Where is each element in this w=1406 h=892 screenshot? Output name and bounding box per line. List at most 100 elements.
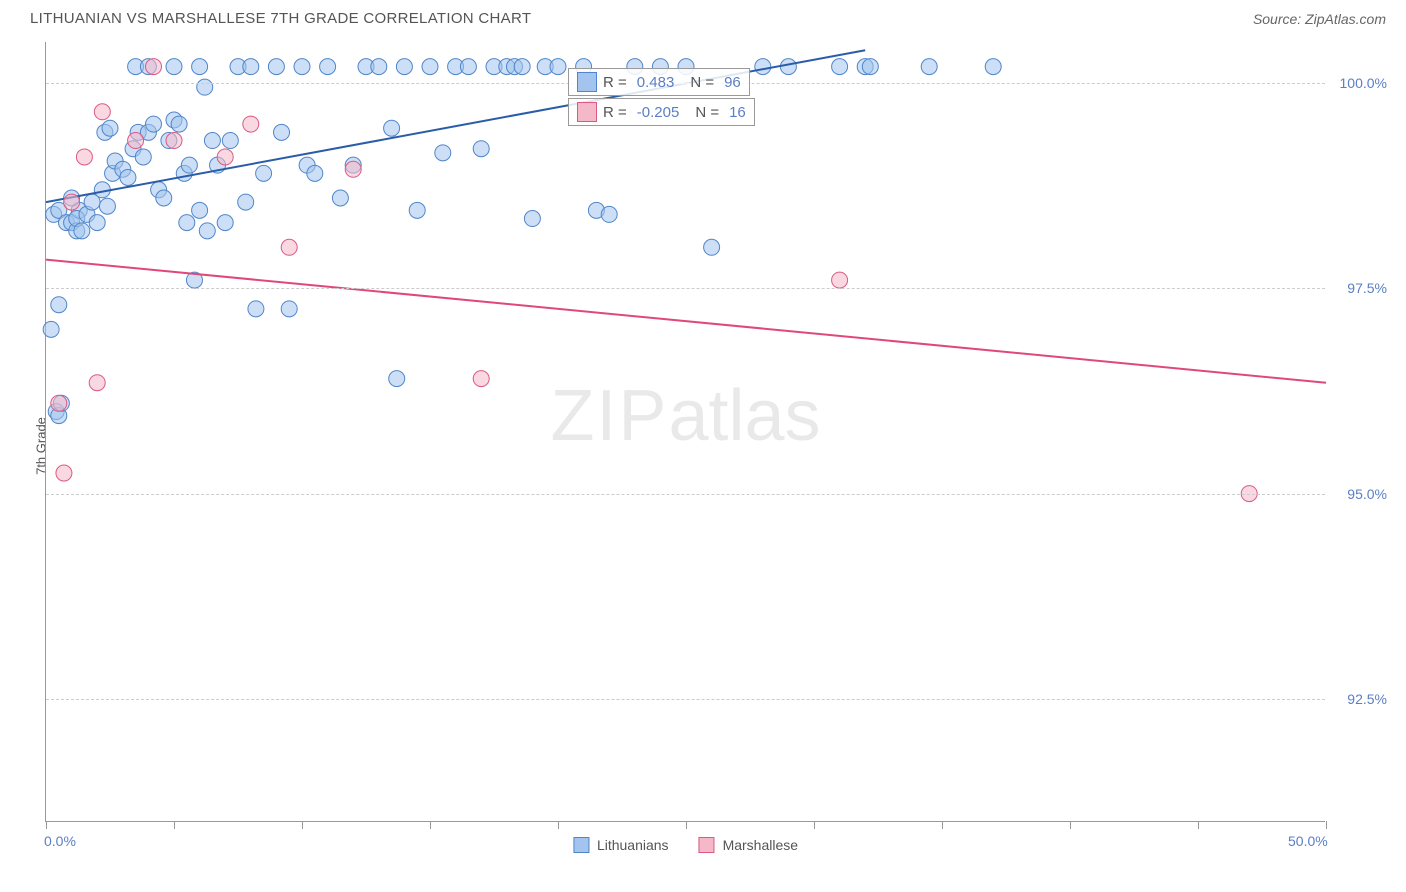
data-point (601, 206, 617, 222)
data-point (222, 133, 238, 149)
data-point (780, 59, 796, 75)
data-point (135, 149, 151, 165)
data-point (473, 141, 489, 157)
x-tick (174, 821, 175, 829)
data-point (197, 79, 213, 95)
data-point (243, 59, 259, 75)
data-point (274, 124, 290, 140)
data-point (755, 59, 771, 75)
data-point (862, 59, 878, 75)
gridline (46, 288, 1325, 289)
y-tick-label: 92.5% (1347, 691, 1387, 707)
data-point (256, 165, 272, 181)
data-point (166, 133, 182, 149)
legend-label: Marshallese (723, 837, 798, 853)
data-point (281, 301, 297, 317)
data-point (389, 371, 405, 387)
chart-title: LITHUANIAN VS MARSHALLESE 7TH GRADE CORR… (30, 10, 531, 27)
data-point (473, 371, 489, 387)
data-point (120, 169, 136, 185)
correlation-legend-row: R = 0.483 N = 96 (568, 68, 750, 96)
data-point (396, 59, 412, 75)
legend-swatch (699, 837, 715, 853)
x-tick (686, 821, 687, 829)
data-point (51, 297, 67, 313)
x-tick (558, 821, 559, 829)
chart-source: Source: ZipAtlas.com (1253, 11, 1386, 27)
data-point (181, 157, 197, 173)
data-point (192, 202, 208, 218)
data-point (94, 104, 110, 120)
data-point (179, 215, 195, 231)
data-point (99, 198, 115, 214)
chart-plot-area: ZIPatlas LithuaniansMarshallese 92.5%95.… (45, 42, 1325, 822)
n-value: 96 (724, 74, 741, 91)
data-point (89, 215, 105, 231)
data-point (76, 149, 92, 165)
x-tick (46, 821, 47, 829)
data-point (294, 59, 310, 75)
y-tick-label: 95.0% (1347, 486, 1387, 502)
data-point (704, 239, 720, 255)
gridline (46, 494, 1325, 495)
data-point (345, 161, 361, 177)
legend-swatch (577, 72, 597, 92)
data-point (832, 272, 848, 288)
data-point (307, 165, 323, 181)
legend-swatch (573, 837, 589, 853)
data-point (384, 120, 400, 136)
x-tick-label: 0.0% (44, 833, 76, 849)
r-label: R = (603, 74, 627, 91)
data-point (524, 211, 540, 227)
data-point (985, 59, 1001, 75)
data-point (921, 59, 937, 75)
data-point (550, 59, 566, 75)
legend-label: Lithuanians (597, 837, 669, 853)
chart-header: LITHUANIAN VS MARSHALLESE 7TH GRADE CORR… (0, 0, 1406, 32)
n-label: N = (690, 74, 714, 91)
x-tick (430, 821, 431, 829)
r-value: 0.483 (637, 74, 675, 91)
data-point (281, 239, 297, 255)
x-tick (942, 821, 943, 829)
x-tick-label: 50.0% (1288, 833, 1328, 849)
data-point (146, 59, 162, 75)
series-legend-item: Marshallese (699, 837, 798, 853)
r-label: R = (603, 104, 627, 121)
regression-line (46, 260, 1326, 383)
data-point (243, 116, 259, 132)
data-point (89, 375, 105, 391)
x-tick (302, 821, 303, 829)
data-point (64, 194, 80, 210)
correlation-legend-row: R =-0.205N =16 (568, 98, 755, 126)
x-tick (1326, 821, 1327, 829)
data-point (435, 145, 451, 161)
data-point (460, 59, 476, 75)
data-point (156, 190, 172, 206)
data-point (56, 465, 72, 481)
gridline (46, 699, 1325, 700)
data-point (128, 133, 144, 149)
data-point (371, 59, 387, 75)
data-point (166, 59, 182, 75)
data-point (409, 202, 425, 218)
data-point (332, 190, 348, 206)
data-point (248, 301, 264, 317)
data-point (832, 59, 848, 75)
data-point (217, 215, 233, 231)
bottom-legend: Lithuanians Marshallese (573, 837, 798, 853)
data-point (171, 116, 187, 132)
y-tick-label: 100.0% (1340, 75, 1387, 91)
data-point (192, 59, 208, 75)
data-point (146, 116, 162, 132)
data-point (43, 321, 59, 337)
data-point (217, 149, 233, 165)
data-point (204, 133, 220, 149)
x-tick (814, 821, 815, 829)
data-point (51, 395, 67, 411)
data-point (238, 194, 254, 210)
n-label: N = (695, 104, 719, 121)
x-tick (1198, 821, 1199, 829)
data-point (422, 59, 438, 75)
data-point (320, 59, 336, 75)
